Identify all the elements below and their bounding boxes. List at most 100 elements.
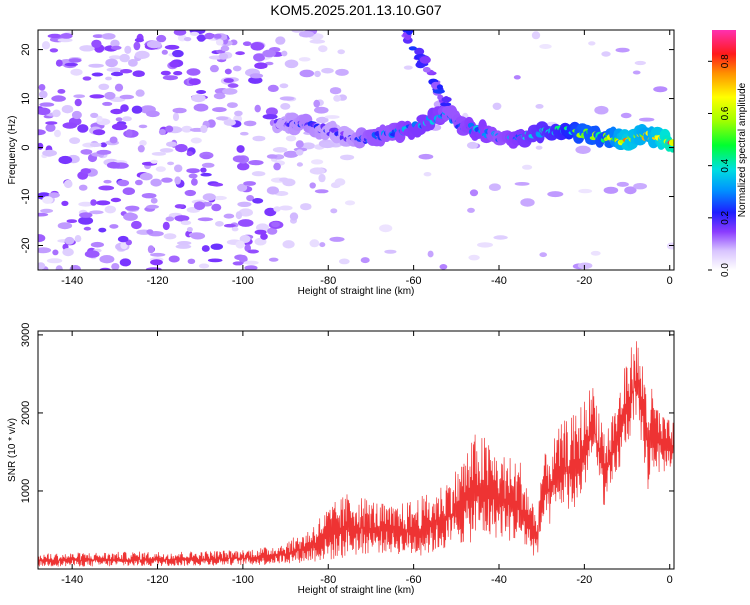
spectrogram-cell xyxy=(488,183,501,191)
spectrogram-cell xyxy=(124,45,132,54)
spectrogram-cell xyxy=(198,263,210,269)
spectrogram-cell xyxy=(133,41,141,51)
spectrogram-cell xyxy=(249,73,264,79)
spectrogram-cell xyxy=(99,255,115,264)
spectrogram-cell xyxy=(146,40,162,49)
spectrogram-cell xyxy=(165,125,174,133)
spectrogram-cell xyxy=(232,261,244,266)
spectrogram-cell xyxy=(191,94,206,103)
spectrogram-cell xyxy=(122,116,132,122)
spectrogram-cell xyxy=(181,125,193,133)
spectrogram-cell xyxy=(134,50,150,60)
spectrogram-cell xyxy=(38,234,46,243)
spectrogram-cell xyxy=(173,30,187,36)
spectrogram-cell xyxy=(90,112,99,118)
spectrogram-cell xyxy=(141,193,157,199)
spectrogram-cell xyxy=(309,39,326,44)
spectrogram-cell xyxy=(96,115,103,122)
spectrogram-cell xyxy=(64,62,78,67)
spectrogram-cell xyxy=(531,31,541,40)
spectrogram-cell xyxy=(115,117,123,122)
spectrogram-cell xyxy=(539,44,552,49)
spectrogram-cell xyxy=(262,49,276,58)
spectrogram-cell xyxy=(224,68,232,75)
spectrogram-cell xyxy=(174,176,181,185)
spectrogram-cell xyxy=(220,45,230,52)
spectrogram-cell xyxy=(268,257,279,262)
spectrogram-cell xyxy=(49,48,59,53)
spectrogram-cell xyxy=(539,252,547,258)
spectrogram-cell xyxy=(119,258,132,267)
spectrogram-cell xyxy=(668,139,674,147)
spectrogram-cell xyxy=(127,59,138,67)
spectrogram-cell xyxy=(89,210,104,215)
spectrogram-cell xyxy=(236,145,245,153)
spectrogram-cell xyxy=(314,106,329,114)
spectrogram-cell xyxy=(151,152,167,156)
spectrogram-cell xyxy=(58,155,73,165)
spectrogram-cell xyxy=(514,182,530,186)
x-tick-label: -140 xyxy=(61,574,83,586)
spectrogram-cell xyxy=(227,83,239,88)
spectrogram-cell xyxy=(92,34,105,38)
spectrogram-cell xyxy=(207,258,223,263)
spectrogram-cell xyxy=(193,103,209,112)
spectrogram-cell xyxy=(334,178,346,186)
spectrogram-cell xyxy=(196,90,207,94)
spectrogram-cell xyxy=(344,200,356,206)
spectrogram-cell xyxy=(168,255,180,263)
spectrogram-cell xyxy=(60,33,73,39)
spectrogram-cell xyxy=(202,193,216,201)
spectrogram-cell xyxy=(324,115,340,119)
spectrogram-cell xyxy=(135,179,143,186)
spectrogram-cell xyxy=(48,192,60,199)
spectrogram-cell xyxy=(69,265,81,270)
spectrogram-cell xyxy=(172,49,184,58)
spectrogram-cell xyxy=(243,260,259,265)
spectrogram-cell xyxy=(42,149,57,157)
spectrogram-cell xyxy=(333,95,341,102)
colorbar-gradient xyxy=(712,30,736,270)
spectrogram-cell xyxy=(271,221,280,228)
spectrogram-cell xyxy=(132,70,145,77)
spectrogram-cell xyxy=(135,89,145,97)
x-tick-label: -40 xyxy=(491,574,507,586)
spectrogram-cell xyxy=(106,161,121,169)
spectrogram-cell xyxy=(575,145,591,154)
spectrogram-cell xyxy=(522,164,533,170)
x-tick-label: -80 xyxy=(320,574,336,586)
x-tick-label: -140 xyxy=(61,275,83,287)
spectrogram-cell xyxy=(275,36,286,45)
spectrogram-cell xyxy=(298,30,315,38)
spectrogram-cells xyxy=(38,30,674,270)
spectrogram-cell xyxy=(201,154,212,160)
spectrogram-y-ticks: -20 -10 0 10 20 xyxy=(20,43,674,253)
spectrogram-cell xyxy=(110,45,122,50)
spectrogram-cell xyxy=(139,140,147,146)
spectrogram-cell xyxy=(38,212,49,217)
spectrogram-cell xyxy=(280,103,291,110)
snr-x-label: Height of straight line (km) xyxy=(298,585,415,596)
spectrogram-cell xyxy=(61,200,69,206)
snr-y-ticks: 1000 2000 3000 xyxy=(20,323,674,503)
spectrogram-cell xyxy=(223,119,236,126)
spectrogram-cell xyxy=(311,159,324,165)
spectrogram-cell xyxy=(223,213,235,219)
spectrogram-cell xyxy=(653,86,668,93)
x-tick-label: -100 xyxy=(232,574,254,586)
spectrogram-cell xyxy=(187,258,196,264)
spectrogram-cell xyxy=(520,198,535,207)
spectrogram-cell xyxy=(279,205,293,211)
spectrogram-cell xyxy=(215,39,224,46)
spectrogram-cell xyxy=(314,189,329,194)
spectrogram-cell xyxy=(632,70,641,75)
spectrogram-cell xyxy=(466,141,479,149)
spectrogram-cell xyxy=(38,247,52,254)
spectrogram-cell xyxy=(243,120,257,127)
spectrogram-cell xyxy=(477,242,493,248)
spectrogram-cell xyxy=(330,208,338,214)
spectrogram-cell xyxy=(155,166,166,172)
spectrogram-cell xyxy=(165,216,175,222)
